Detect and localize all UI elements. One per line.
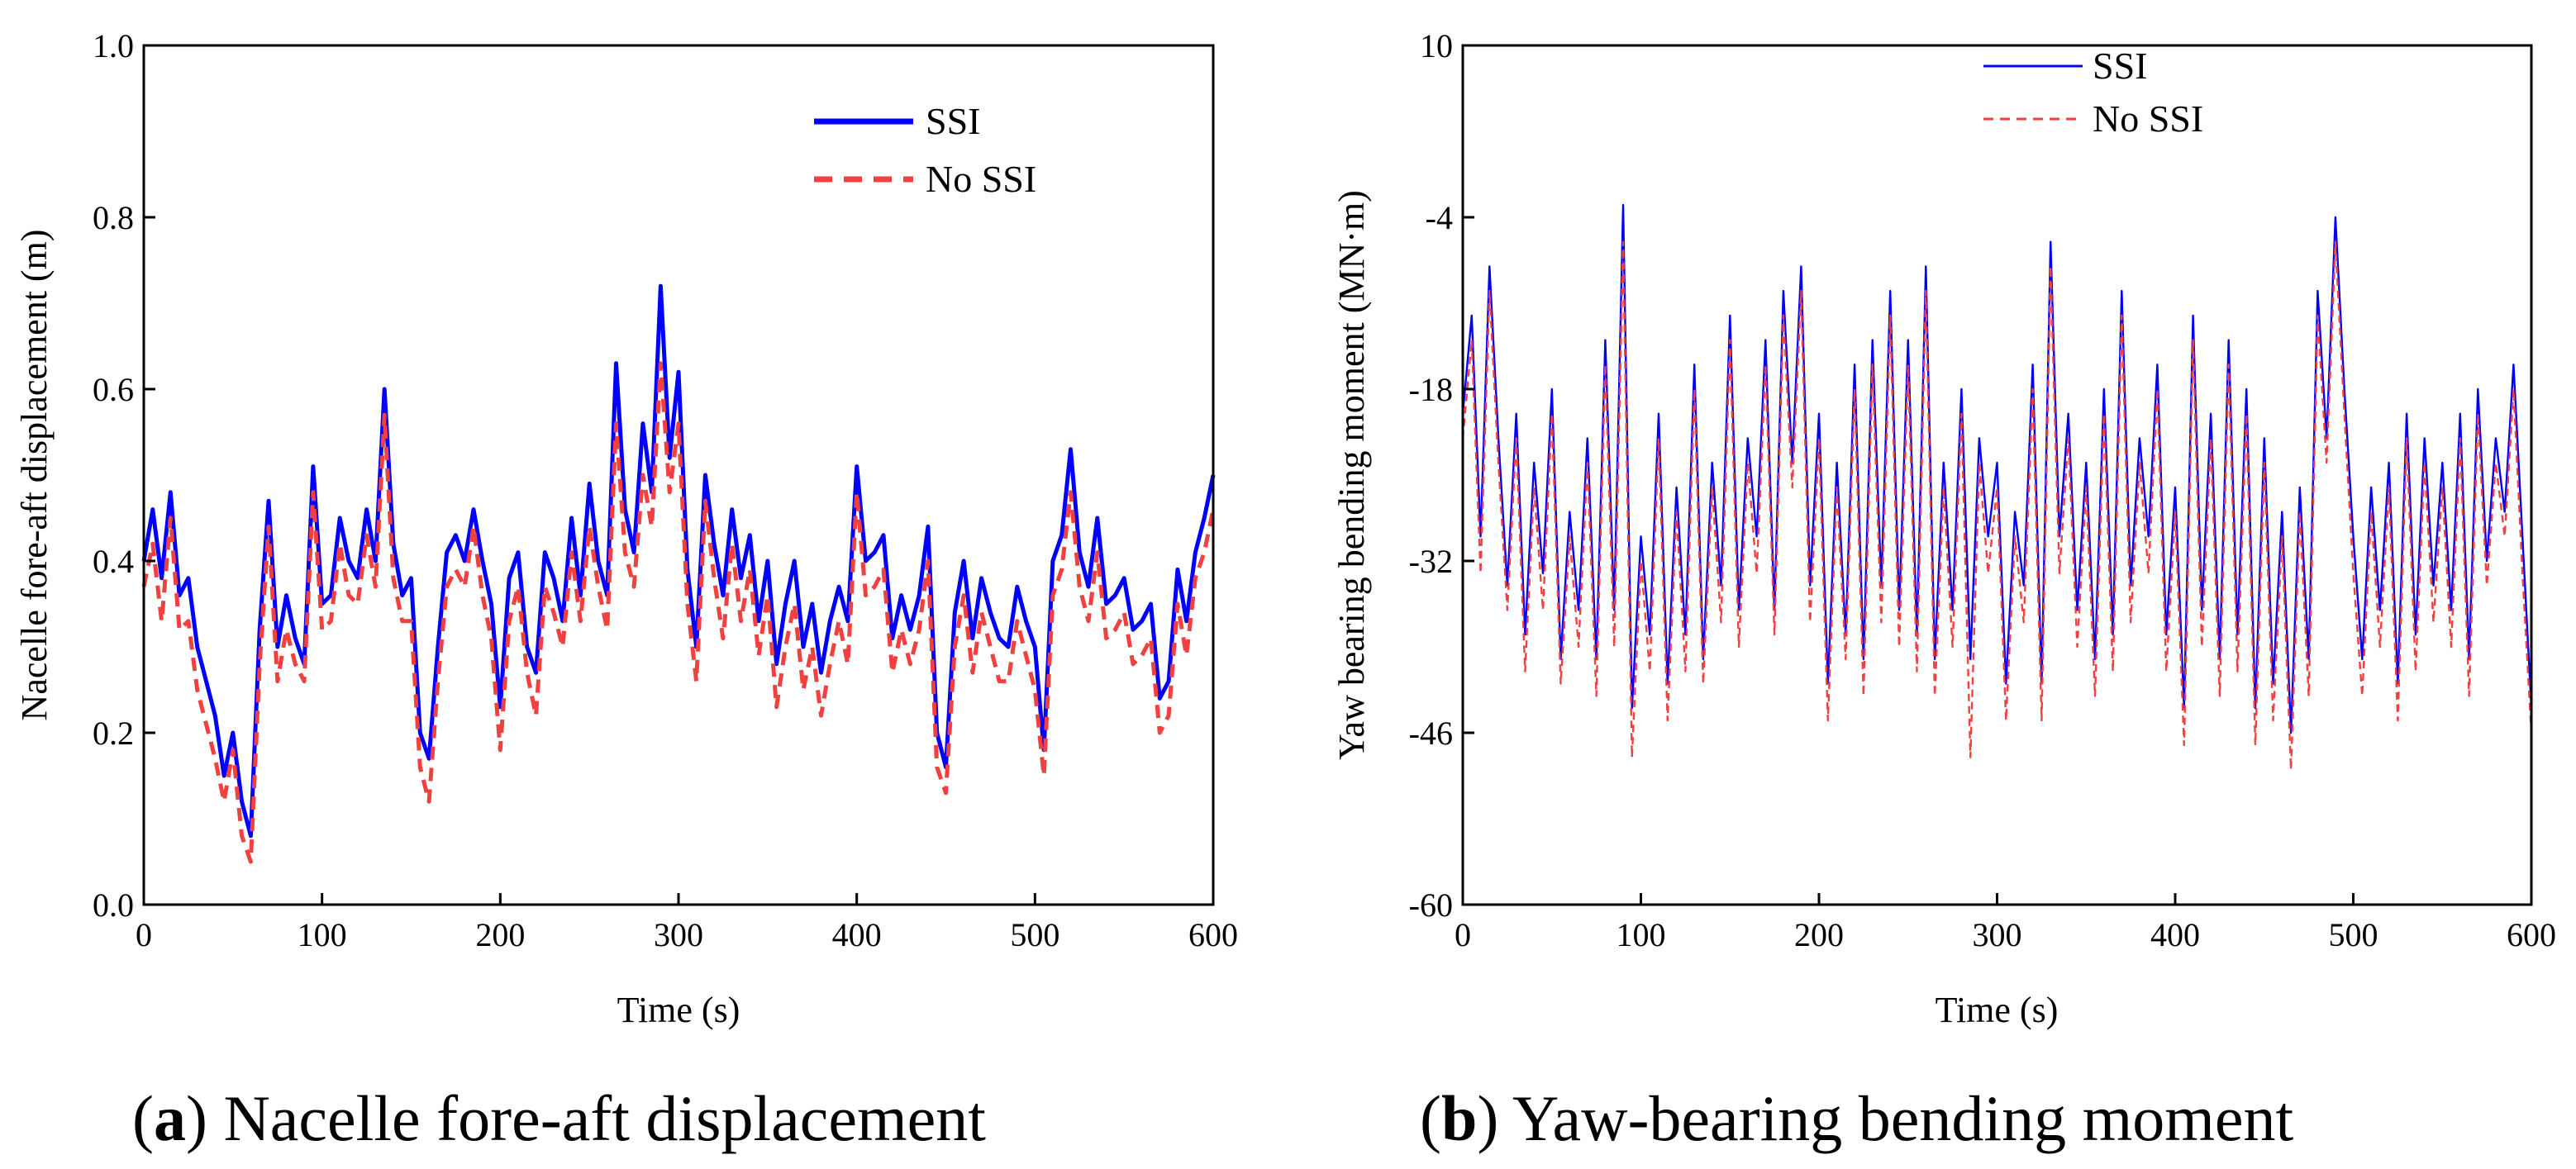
panel-b-x-tick-label: 0 [1455,916,1471,953]
panel-b-legend: SSI No SSI [1983,45,2203,140]
panel-b-chart: 0 100 200 300 400 500 600 -60 -46 -32 -18 -4 10 Tim… [1331,27,2556,1154]
panel-b-y-ticks: -60 -46 -32 -18 -4 10 [1409,27,1474,924]
panel-b-x-tick-label: 600 [2507,916,2556,953]
panel-b-caption-text: Yaw-bearing bending moment [1512,1082,2294,1154]
panel-b-caption-letter: b [1441,1082,1477,1154]
panel-a-legend: SSI No SSI [814,100,1036,200]
panel-a-legend-nossi-label: No SSI [926,158,1036,200]
panel-a-x-ticks: 0 100 200 300 400 500 600 [136,893,1238,953]
panel-b-x-axis-title: Time (s) [1936,990,2059,1030]
panel-a-series-nossi-line [141,361,1216,864]
panel-a-caption-letter: a [154,1082,186,1154]
panel-a-y-tick-label: 1.0 [93,27,134,64]
panel-b-x-tick-label: 400 [2150,916,2200,953]
panel-a-x-tick-label: 0 [136,916,152,953]
panel-a-y-tick-label: 0.0 [93,886,134,924]
panel-b-y-tick-label: -4 [1426,199,1453,236]
panel-a-y-tick-label: 0.4 [93,543,134,580]
panel-b-x-ticks: 0 100 200 300 400 500 600 [1455,893,2556,953]
panel-b-x-tick-label: 200 [1794,916,1844,953]
panel-a-x-tick-label: 300 [654,916,703,953]
panel-a-legend-ssi-label: SSI [926,100,980,142]
panel-a-y-tick-label: 0.6 [93,371,134,408]
panel-a-y-tick-label: 0.8 [93,199,134,236]
panel-b-x-tick-label: 300 [1973,916,2022,953]
panel-a-caption: (a) Nacelle fore-aft displacement [132,1082,986,1154]
panel-a-x-tick-label: 400 [832,916,882,953]
panel-a-chart: 0 100 200 300 400 500 600 0.0 0.2 0.4 0.6 0.8 1.0 T… [14,27,1238,1154]
panel-b-y-tick-label: 10 [1420,27,1453,64]
panel-a-y-axis-title: Nacelle fore-aft displacement (m) [14,230,55,721]
panel-a-y-ticks: 0.0 0.2 0.4 0.6 0.8 1.0 [93,27,155,924]
panel-a-x-tick-label: 100 [298,916,347,953]
panel-b-y-tick-label: -46 [1409,715,1453,752]
panel-b-x-tick-label: 100 [1617,916,1666,953]
panel-b-legend-ssi-label: SSI [2093,45,2147,87]
panel-a-x-tick-label: 600 [1188,916,1238,953]
panel-a-y-tick-label: 0.2 [93,715,134,752]
panel-b-y-tick-label: -32 [1409,543,1453,580]
panel-b-x-tick-label: 500 [2329,916,2378,953]
panel-a-x-axis-title: Time (s) [617,990,740,1030]
panel-b-y-tick-label: -18 [1409,371,1453,408]
panel-a-caption-text: Nacelle fore-aft displacement [223,1082,986,1154]
panel-b-y-axis-title: Yaw bearing bending moment (MN·m) [1331,190,1372,760]
panel-b-series-ssi-line [1461,203,2533,734]
panel-a-x-tick-label: 500 [1010,916,1059,953]
panel-b-legend-nossi-label: No SSI [2093,97,2203,140]
panel-b-series-layer [1461,203,2533,771]
panel-a-x-tick-label: 200 [475,916,525,953]
panel-b-y-tick-label: -60 [1409,886,1453,924]
panel-b-caption: (b) Yaw-bearing bending moment [1420,1082,2294,1154]
panel-a-series-layer [141,283,1216,864]
